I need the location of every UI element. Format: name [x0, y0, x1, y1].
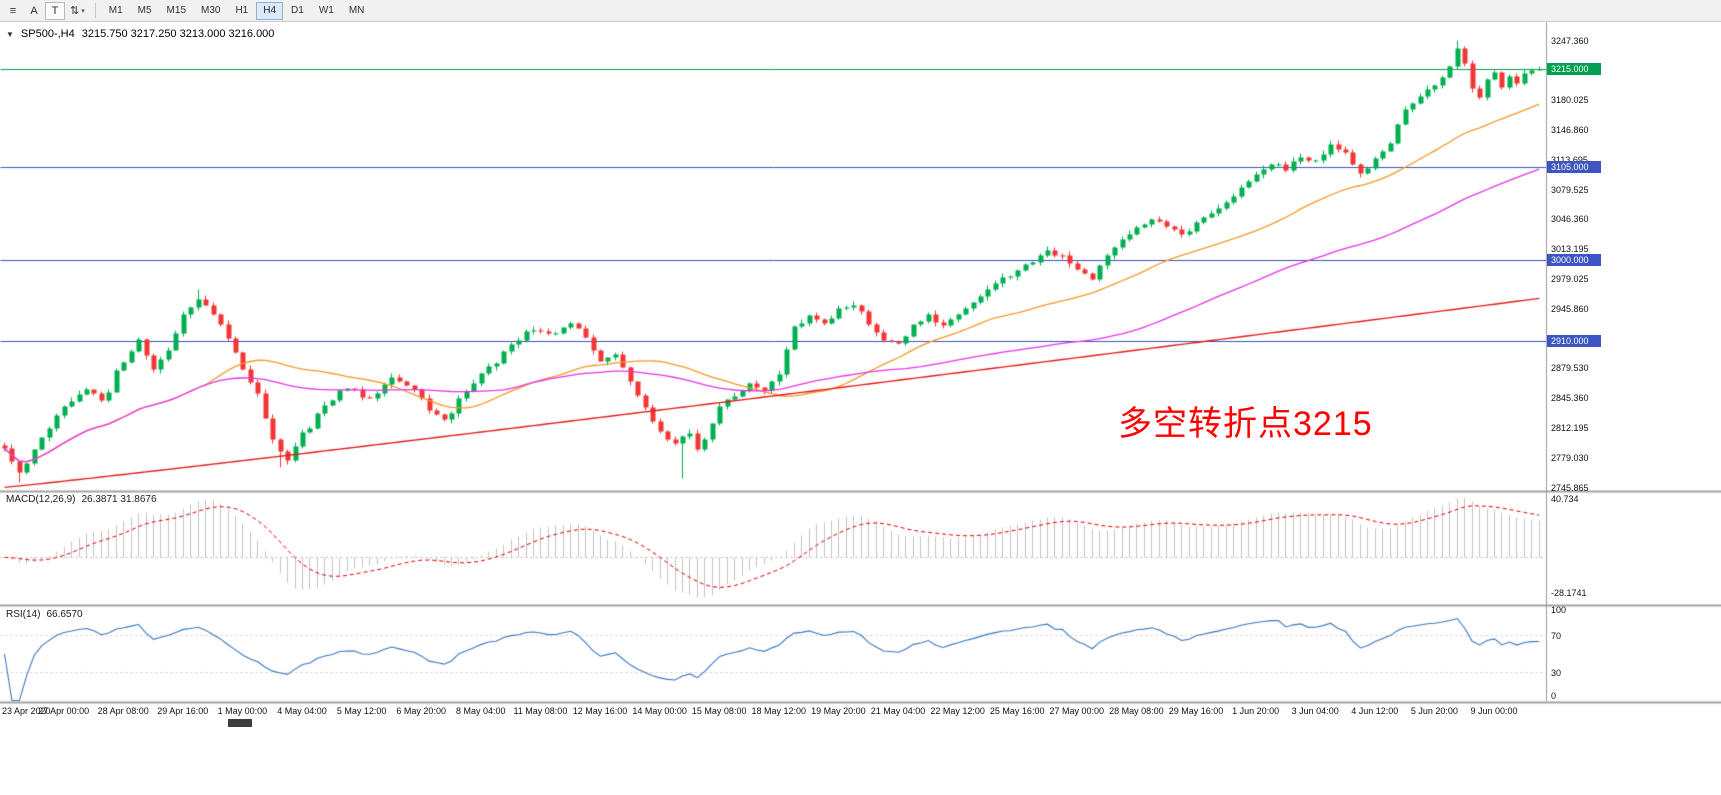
timeframe-MN[interactable]: MN: [342, 2, 372, 20]
label-tool-button[interactable]: T: [45, 1, 65, 20]
timeframe-group: M1 M5 M15 M30 H1 H4 D1 W1 MN: [102, 1, 372, 20]
charts-list-glyph: ≡: [9, 4, 17, 17]
cycle-lines-icon: ⇅: [70, 5, 80, 17]
chevron-down-icon: ▾: [81, 7, 85, 15]
text-tool-icon: A: [30, 4, 38, 17]
timeframe-M30[interactable]: M30: [194, 2, 227, 20]
timeframe-M1[interactable]: M1: [102, 2, 130, 20]
timeframe-M15[interactable]: M15: [160, 2, 193, 20]
toolbar: ≡ A T ⇅ ▾ M1 M5 M15 M30 H1 H4 D1 W1 MN: [0, 0, 1721, 22]
text-tool-button[interactable]: A: [24, 2, 44, 20]
timeframe-H1[interactable]: H1: [228, 2, 255, 20]
chart-canvas[interactable]: [0, 22, 1721, 795]
label-tool-icon: T: [51, 4, 59, 17]
timeframe-H4[interactable]: H4: [256, 1, 284, 20]
cycle-lines-button[interactable]: ⇅ ▾: [66, 2, 89, 20]
charts-list-icon[interactable]: ≡: [3, 2, 23, 20]
bottom-artifact: [228, 719, 252, 727]
timeframe-M5[interactable]: M5: [131, 2, 159, 20]
timeframe-D1[interactable]: D1: [284, 2, 311, 20]
toolbar-divider: [94, 3, 96, 18]
timeframe-W1[interactable]: W1: [312, 2, 341, 20]
